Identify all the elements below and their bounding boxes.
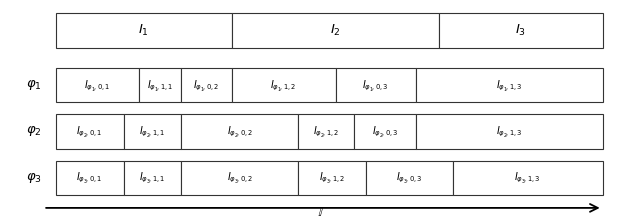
Text: $I_{\varphi_2\!,0,2}$: $I_{\varphi_2\!,0,2}$ bbox=[227, 124, 253, 139]
Text: $I_{\varphi_2\!,1,1}$: $I_{\varphi_2\!,1,1}$ bbox=[139, 124, 166, 139]
Text: $I_3$: $I_3$ bbox=[515, 23, 526, 38]
Text: $I_{\varphi_1\!,1,2}$: $I_{\varphi_1\!,1,2}$ bbox=[271, 78, 297, 93]
Text: $I_{\varphi_2\!,0,3}$: $I_{\varphi_2\!,0,3}$ bbox=[371, 124, 399, 139]
Bar bbox=[56, 161, 124, 195]
Bar bbox=[298, 114, 354, 148]
Bar bbox=[181, 114, 298, 148]
Text: $I_{\varphi_2\!,1,3}$: $I_{\varphi_2\!,1,3}$ bbox=[496, 124, 523, 139]
Bar bbox=[453, 161, 603, 195]
Text: $I_{\varphi_2\!,1,2}$: $I_{\varphi_2\!,1,2}$ bbox=[313, 124, 339, 139]
Text: $\mathbb{T}$: $\mathbb{T}$ bbox=[316, 205, 327, 219]
Bar bbox=[139, 68, 181, 102]
Text: $I_{\varphi_1\!,0,1}$: $I_{\varphi_1\!,0,1}$ bbox=[84, 78, 111, 93]
Bar bbox=[232, 13, 439, 48]
Text: $I_{\varphi_1\!,0,3}$: $I_{\varphi_1\!,0,3}$ bbox=[362, 78, 389, 93]
Text: $I_{\varphi_3\!,1,1}$: $I_{\varphi_3\!,1,1}$ bbox=[139, 170, 166, 185]
Bar bbox=[124, 114, 181, 148]
Text: $I_{\varphi_1\!,1,3}$: $I_{\varphi_1\!,1,3}$ bbox=[496, 78, 523, 93]
Text: $I_{\varphi_3\!,1,2}$: $I_{\varphi_3\!,1,2}$ bbox=[320, 170, 345, 185]
Bar bbox=[181, 161, 298, 195]
Text: $I_{\varphi_3\!,0,1}$: $I_{\varphi_3\!,0,1}$ bbox=[77, 170, 103, 185]
Text: $I_{\varphi_3\!,1,3}$: $I_{\varphi_3\!,1,3}$ bbox=[514, 170, 541, 185]
Text: $I_{\varphi_3\!,0,3}$: $I_{\varphi_3\!,0,3}$ bbox=[396, 170, 423, 185]
Text: $\varphi_2$: $\varphi_2$ bbox=[26, 125, 42, 138]
Bar bbox=[298, 161, 366, 195]
Text: $I_1$: $I_1$ bbox=[138, 23, 149, 38]
Text: $I_{\varphi_3\!,0,2}$: $I_{\varphi_3\!,0,2}$ bbox=[227, 170, 253, 185]
Bar bbox=[56, 114, 124, 148]
Bar bbox=[56, 68, 139, 102]
Bar bbox=[416, 114, 603, 148]
Bar bbox=[181, 68, 232, 102]
Bar bbox=[232, 68, 336, 102]
Text: $I_{\varphi_1\!,1,1}$: $I_{\varphi_1\!,1,1}$ bbox=[147, 78, 173, 93]
Bar bbox=[439, 13, 603, 48]
Bar bbox=[416, 68, 603, 102]
Bar bbox=[56, 13, 232, 48]
Bar bbox=[124, 161, 181, 195]
Bar bbox=[336, 68, 416, 102]
Bar bbox=[366, 161, 453, 195]
Text: $\varphi_3$: $\varphi_3$ bbox=[26, 171, 42, 185]
Bar bbox=[354, 114, 416, 148]
Text: $I_{\varphi_1\!,0,2}$: $I_{\varphi_1\!,0,2}$ bbox=[193, 78, 219, 93]
Text: $I_2$: $I_2$ bbox=[330, 23, 341, 38]
Text: $\varphi_1$: $\varphi_1$ bbox=[26, 78, 42, 92]
Text: $I_{\varphi_2\!,0,1}$: $I_{\varphi_2\!,0,1}$ bbox=[77, 124, 103, 139]
